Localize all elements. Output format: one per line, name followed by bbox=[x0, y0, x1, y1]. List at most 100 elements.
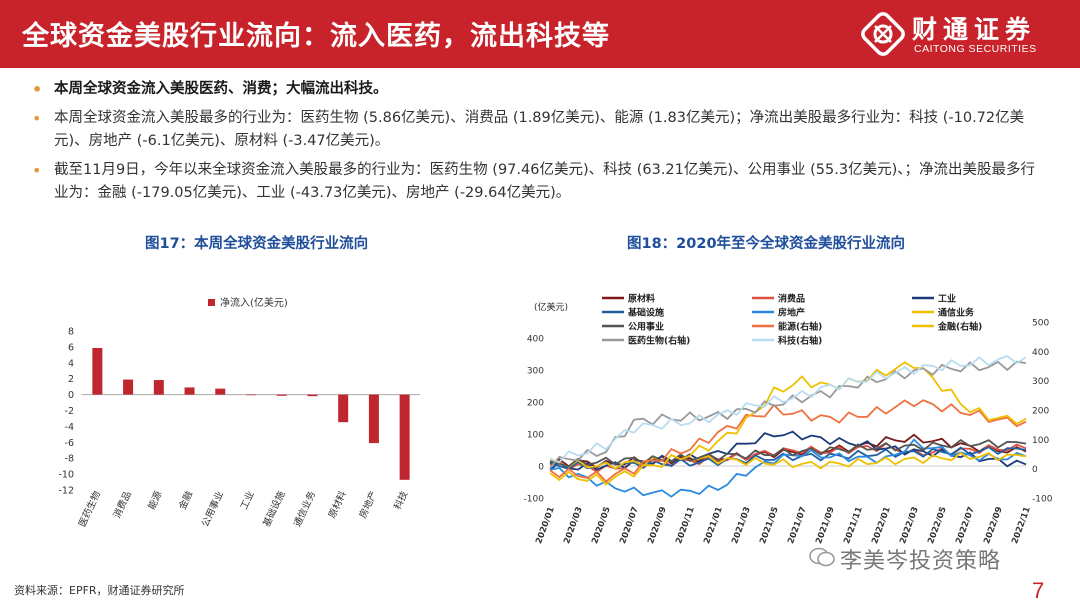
source-note: 资料来源：EPFR，财通证券研究所 bbox=[14, 584, 185, 597]
x-tick-label: 2021/07 bbox=[786, 506, 809, 546]
x-tick-label: 房地产 bbox=[357, 489, 380, 520]
y-tick-label: -8 bbox=[65, 454, 74, 465]
x-tick-label: 医药生物 bbox=[76, 489, 103, 529]
bullet-ytd: 截至11月9日，今年以来全球资金流入美股最多的行业为：医药生物 (97.46亿美… bbox=[30, 159, 1040, 205]
x-tick-label: 2020/01 bbox=[534, 506, 557, 546]
y-right-tick-label: 100 bbox=[1032, 436, 1049, 446]
legend-label: 科技(右轴) bbox=[778, 335, 822, 347]
fig18-line-chart: (亿美元) 400 300 200 100 0 -100 500 400 300 200 100 0 -1… bbox=[524, 293, 1053, 546]
series-line-通信业务 bbox=[549, 451, 1027, 470]
y-right-tick-label: -100 bbox=[1032, 495, 1053, 505]
legend-swatch bbox=[208, 299, 215, 306]
legend-label: 消费品 bbox=[778, 293, 805, 305]
y-tick-label: 6 bbox=[68, 342, 74, 353]
y-axis-unit: (亿美元) bbox=[534, 301, 568, 313]
bullet-weekly: 本周全球资金流入美股最多的行业为：医药生物 (5.86亿美元)、消费品 (1.8… bbox=[30, 107, 1040, 153]
x-tick-label: 2022/09 bbox=[982, 506, 1005, 546]
bar-基础设施 bbox=[276, 394, 287, 396]
series-line-能源(右轴) bbox=[549, 399, 1027, 483]
wechat-icon bbox=[809, 547, 835, 567]
y-right-tick-label: 0 bbox=[1032, 465, 1038, 475]
y-right-tick-label: 500 bbox=[1032, 319, 1049, 329]
fig17-bar-chart: 8 6 4 2 0 -2 -4 -6 -8 -10 -12 医药生物 消费品 能源 金融 公用事业 工业 基础设… bbox=[58, 296, 420, 529]
x-tick-label: 2020/09 bbox=[646, 506, 669, 546]
x-tick-label: 能源 bbox=[146, 489, 165, 512]
page-title: 全球资金美股行业流向：流入医药，流出科技等 bbox=[22, 21, 610, 52]
legend-label: 金融(右轴) bbox=[937, 321, 982, 333]
x-tick-label: 2020/03 bbox=[562, 506, 585, 546]
series-line-公用事业 bbox=[549, 438, 1027, 468]
series-line-基础设施 bbox=[549, 446, 1027, 470]
x-tick-label: 消费品 bbox=[111, 489, 134, 520]
legend-label: 房地产 bbox=[778, 307, 805, 319]
legend-label: 通信业务 bbox=[938, 307, 975, 319]
bar-科技 bbox=[399, 394, 410, 480]
legend-label: 公用事业 bbox=[628, 321, 664, 333]
y-left-tick-label: 100 bbox=[527, 431, 544, 441]
y-tick-label: -6 bbox=[65, 438, 74, 449]
y-tick-label: 4 bbox=[68, 358, 74, 369]
x-tick-label: 2022/07 bbox=[954, 506, 977, 546]
bar-公用事业 bbox=[215, 388, 226, 395]
legend-label: 原材料 bbox=[628, 293, 655, 305]
legend-label: 能源(右轴) bbox=[778, 321, 822, 333]
watermark-text: 李美岑投资策略 bbox=[840, 549, 1002, 574]
bar-医药生物 bbox=[92, 348, 103, 395]
x-tick-label: 公用事业 bbox=[199, 489, 226, 529]
y-tick-label: -4 bbox=[65, 422, 74, 433]
y-tick-label: -12 bbox=[58, 486, 74, 497]
legend-label: 工业 bbox=[938, 293, 956, 305]
x-tick-label: 2021/01 bbox=[702, 506, 725, 546]
header-bar: 全球资金美股行业流向：流入医药，流出科技等 财通证券 CAITONG SECUR… bbox=[0, 0, 1080, 68]
bar-工业 bbox=[246, 394, 256, 396]
fig17-title: 图17：本周全球资金美股行业流向 bbox=[145, 236, 369, 252]
bar-通信业务 bbox=[307, 394, 318, 397]
y-right-tick-label: 400 bbox=[1032, 348, 1049, 358]
x-tick-label: 原材料 bbox=[326, 489, 349, 520]
x-tick-label: 2021/05 bbox=[758, 506, 781, 546]
y-right-tick-label: 300 bbox=[1032, 377, 1049, 387]
bar-房地产 bbox=[368, 394, 379, 444]
legend-label: 医药生物(右轴) bbox=[628, 335, 690, 347]
bar-金融 bbox=[184, 387, 195, 395]
x-tick-label: 2022/01 bbox=[870, 506, 893, 546]
page-number: 7 bbox=[1032, 578, 1045, 603]
y-left-tick-label: 200 bbox=[527, 399, 544, 409]
x-tick-label: 2020/11 bbox=[674, 506, 697, 546]
logo-mark-icon bbox=[861, 12, 905, 56]
bar-消费品 bbox=[123, 379, 134, 395]
bar-原材料 bbox=[338, 394, 349, 423]
x-tick-label: 2021/03 bbox=[730, 506, 753, 546]
legend-label: 基础设施 bbox=[627, 307, 664, 319]
bullet-headline: 本周全球资金流入美股医药、消费；大幅流出科技。 bbox=[30, 78, 1040, 101]
y-right-tick-label: 200 bbox=[1032, 407, 1049, 417]
x-tick-label: 通信业务 bbox=[291, 489, 318, 529]
brand-logo: 财通证券 CAITONG SECURITIES bbox=[854, 8, 1054, 60]
x-tick-label: 2022/03 bbox=[898, 506, 921, 546]
x-tick-label: 2022/11 bbox=[1010, 506, 1033, 546]
y-tick-label: 8 bbox=[68, 327, 74, 338]
fig18-title: 图18：2020年至今全球资金美股行业流向 bbox=[627, 236, 906, 252]
y-tick-label: 0 bbox=[68, 390, 74, 401]
x-tick-label: 工业 bbox=[239, 490, 257, 512]
x-tick-label: 2020/05 bbox=[590, 506, 613, 546]
y-left-tick-label: 0 bbox=[538, 463, 544, 473]
y-left-tick-label: -100 bbox=[524, 495, 545, 505]
y-tick-label: 2 bbox=[68, 374, 74, 385]
bar-能源 bbox=[153, 380, 164, 395]
x-tick-label: 基础设施 bbox=[261, 489, 288, 529]
y-tick-label: -10 bbox=[58, 470, 74, 481]
logo-text-en: CAITONG SECURITIES bbox=[914, 43, 1037, 55]
y-left-tick-label: 300 bbox=[527, 367, 544, 377]
summary-bullets: 本周全球资金流入美股医药、消费；大幅流出科技。 本周全球资金流入美股最多的行业为… bbox=[30, 78, 1040, 211]
x-tick-label: 科技 bbox=[391, 489, 410, 512]
y-tick-label: -2 bbox=[65, 406, 74, 417]
legend-label: 净流入(亿美元) bbox=[220, 296, 288, 309]
x-tick-label: 2021/09 bbox=[814, 506, 837, 546]
series-line-金融(右轴) bbox=[549, 361, 1027, 486]
x-tick-label: 2021/11 bbox=[842, 506, 865, 546]
x-tick-label: 2022/05 bbox=[926, 506, 949, 546]
x-tick-label: 金融 bbox=[176, 489, 195, 512]
x-tick-label: 2020/07 bbox=[618, 506, 641, 546]
series-line-房地产 bbox=[549, 438, 1027, 498]
